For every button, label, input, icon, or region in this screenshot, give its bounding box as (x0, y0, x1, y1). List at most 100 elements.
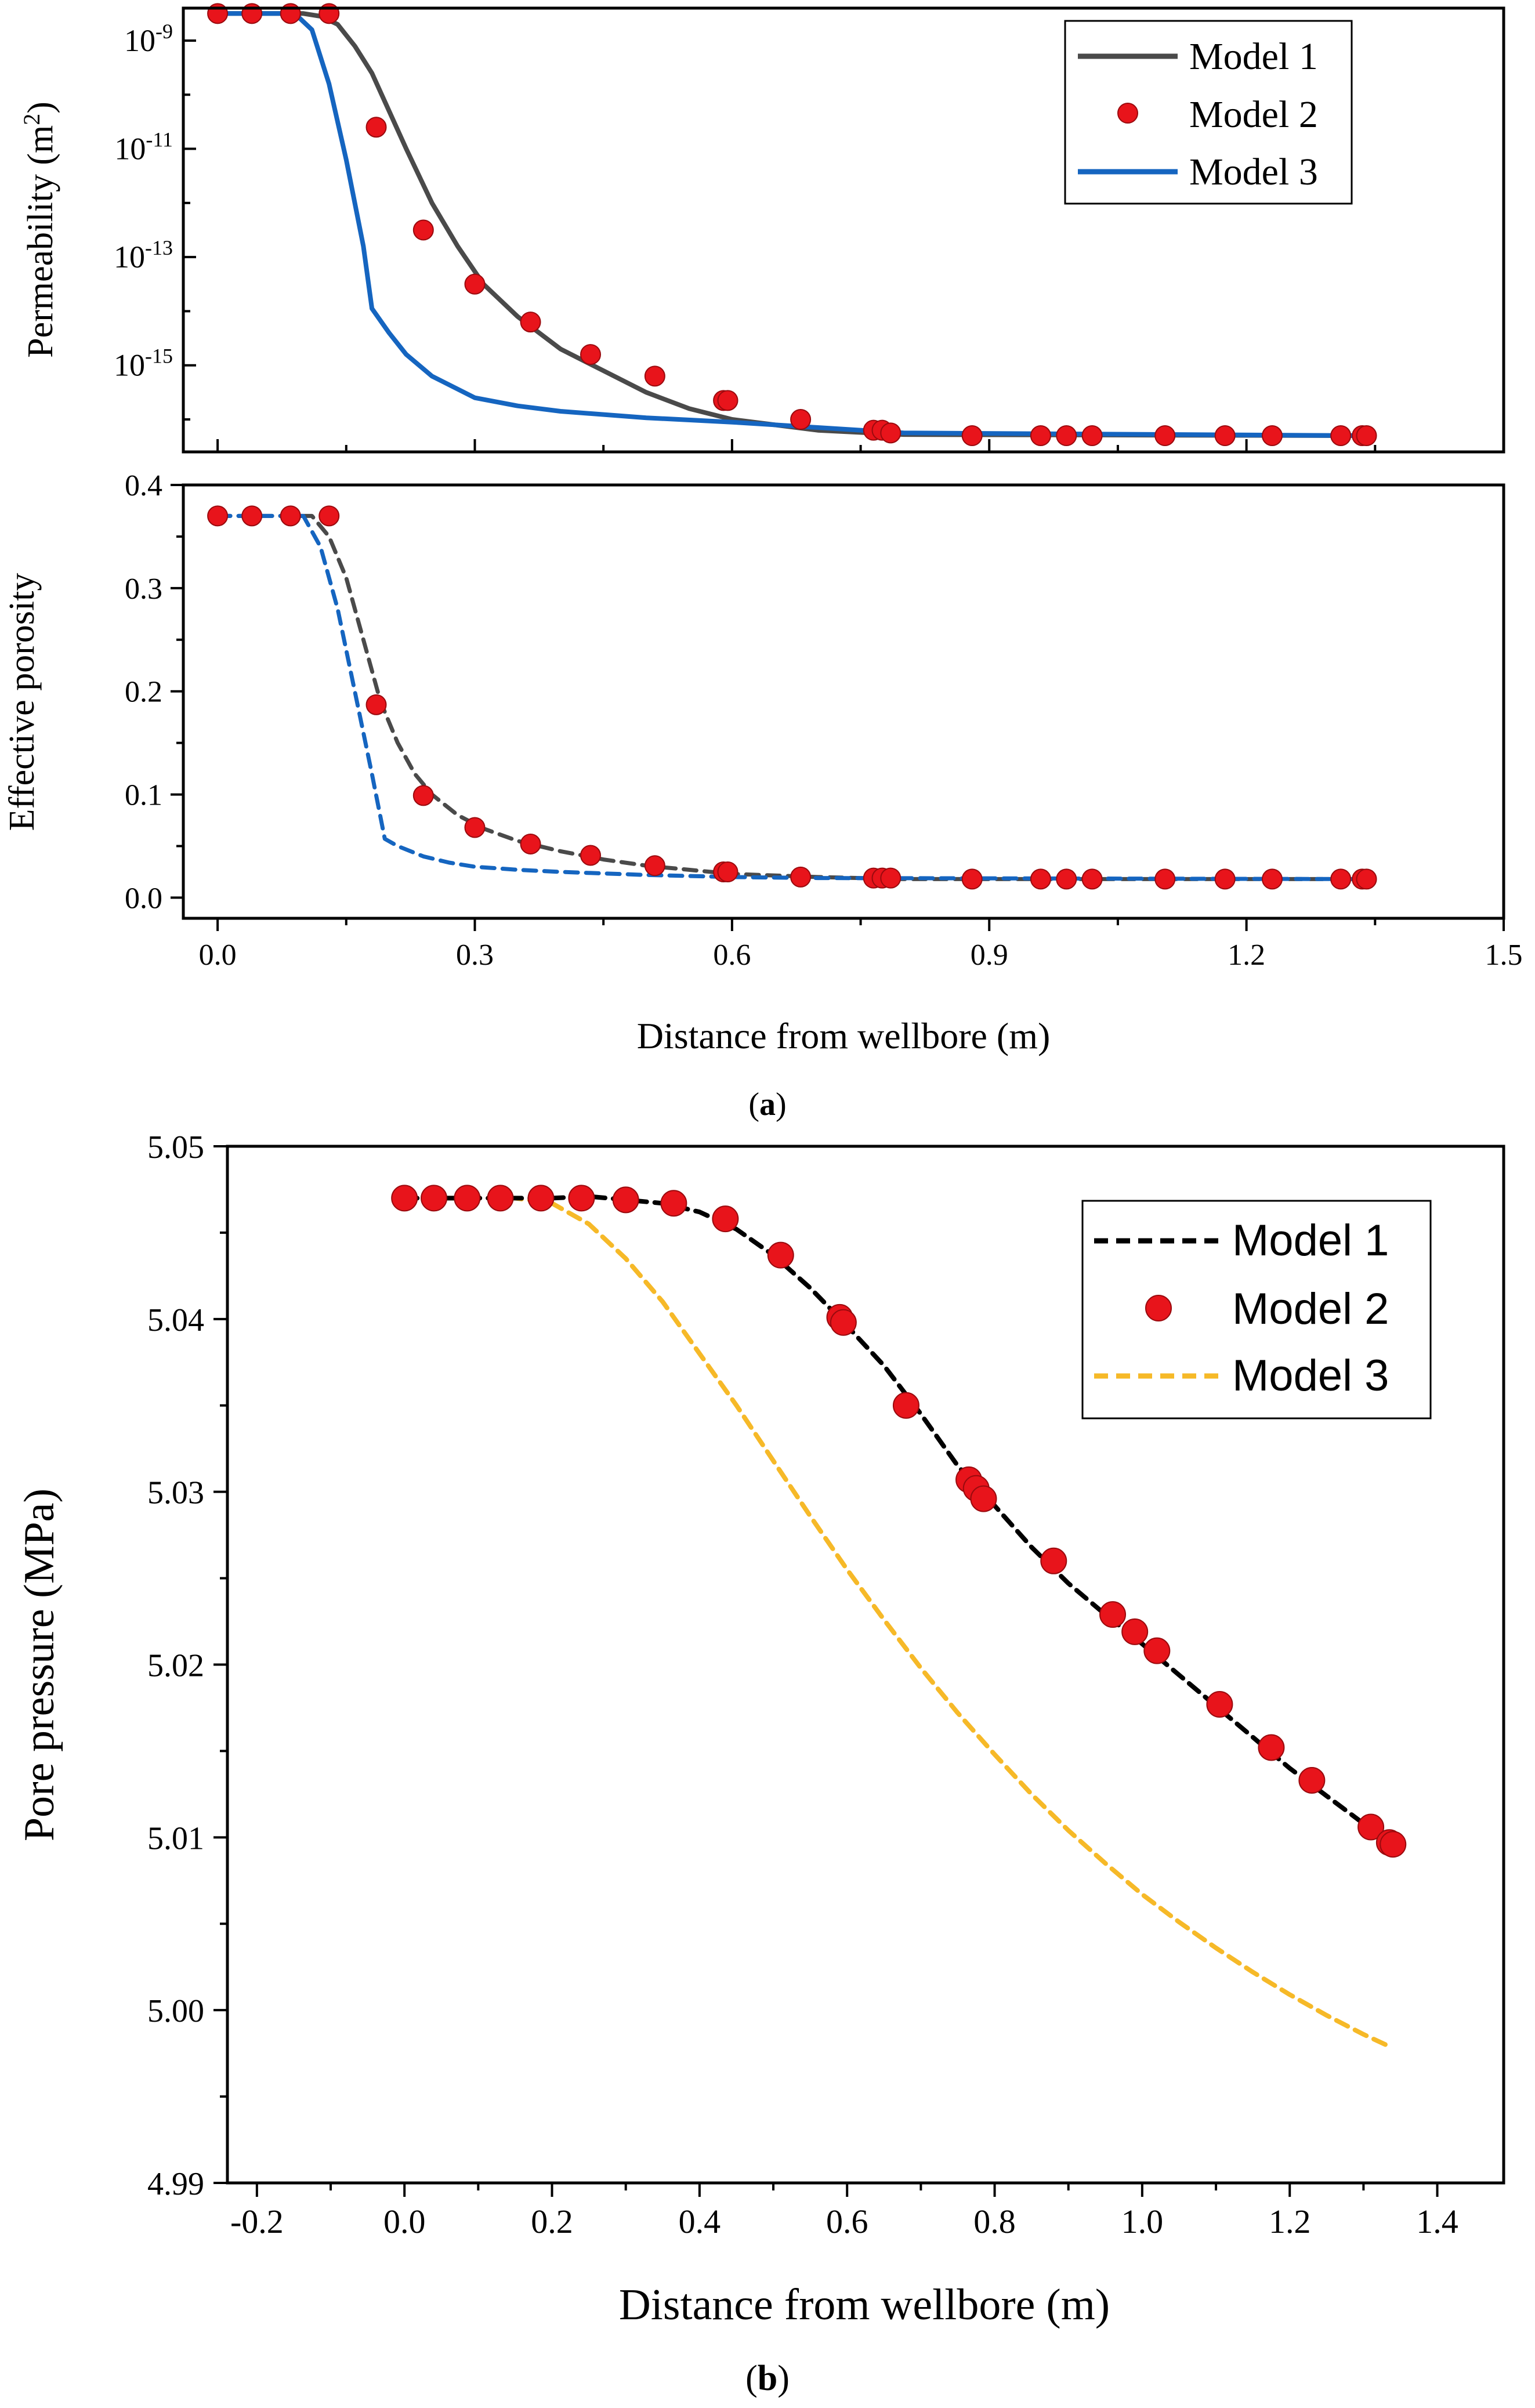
permeability-plot-frame (182, 6, 1505, 454)
permeability-model2-point (1030, 425, 1051, 447)
porosity-y-tick-label: 0.2 (125, 676, 162, 709)
permeability-model2-point (1261, 425, 1283, 447)
pore-pressure-x-tick-label: 1.2 (1269, 2203, 1311, 2240)
pore-pressure-model2-point (1298, 1767, 1326, 1794)
porosity-x-tick-label: 0.9 (971, 939, 1008, 972)
pore-pressure-model2-point (1258, 1734, 1285, 1761)
porosity-y-axis-label: Effective porosity (2, 573, 42, 831)
pore-pressure-model2-point (1040, 1547, 1067, 1574)
legend-b-model1-label: Model 1 (1232, 1216, 1389, 1265)
permeability-model2-point (961, 425, 983, 447)
porosity-y-ticks: 0.0 0.1 0.2 0.3 0.4 (125, 469, 183, 915)
permeability-y-tick-label: 10-11 (114, 128, 173, 166)
porosity-model2-point (880, 867, 902, 889)
permeability-y-tick-label: 10-9 (124, 20, 173, 58)
porosity-model2-point (520, 833, 541, 854)
porosity-y-tick-label: 0.0 (125, 882, 162, 915)
porosity-model2-point (1214, 868, 1236, 890)
legend-b-model3-label: Model 3 (1232, 1351, 1389, 1400)
permeability-model2-point (1356, 425, 1377, 447)
legend-model3-label: Model 3 (1189, 151, 1318, 193)
pore-pressure-plot-area (391, 1185, 1407, 2047)
permeability-model2-point (1330, 425, 1352, 447)
legend-model2-marker (1117, 103, 1138, 124)
porosity-model2-point (241, 505, 263, 527)
pore-pressure-model2-point (527, 1185, 555, 1212)
pore-pressure-x-tick-label: 1.4 (1416, 2203, 1458, 2240)
legend-model2-label: Model 2 (1189, 93, 1318, 136)
porosity-x-tick-label: 1.2 (1228, 939, 1265, 972)
permeability-model2-point (520, 312, 541, 333)
porosity-x-ticks: 0.0 0.3 0.6 0.9 1.2 1.5 (199, 918, 1523, 972)
porosity-model3-line (215, 513, 1369, 881)
permeability-y-axis-label: Permeability (m2) (19, 102, 60, 358)
permeability-model2-point (1056, 425, 1077, 447)
legend-b-model2-marker (1145, 1295, 1172, 1321)
permeability-model2-point (207, 3, 229, 24)
pore-pressure-y-tick-label: 5.04 (147, 1302, 204, 1338)
pore-pressure-x-tick-label: -0.2 (230, 2203, 284, 2240)
pore-pressure-model2-point (421, 1185, 448, 1212)
porosity-y-tick-label: 0.4 (125, 469, 162, 502)
porosity-model1-line (215, 513, 1369, 881)
pore-pressure-y-tick-label: 5.01 (147, 1820, 204, 1856)
porosity-model2-point (318, 505, 340, 527)
permeability-model2-point (1081, 425, 1103, 447)
porosity-model2-point (412, 785, 434, 806)
pore-pressure-x-tick-label: 0.2 (531, 2203, 573, 2240)
pore-pressure-x-ticks: -0.2 0.0 0.2 0.4 0.6 0.8 1.0 1.2 1.4 (230, 2183, 1458, 2240)
pore-pressure-model2-point (612, 1186, 639, 1214)
pore-pressure-model2-point (454, 1185, 481, 1212)
permeability-model2-point (1214, 425, 1236, 447)
legend-model1-label: Model 1 (1189, 35, 1318, 78)
permeability-model2-point (1154, 425, 1176, 447)
pore-pressure-model2-point (830, 1309, 857, 1336)
porosity-chart: 0.0 0.1 0.2 0.3 0.4 0.0 0.3 0.6 0.9 1.2 1.5 Effec… (2, 469, 1523, 1122)
pore-pressure-y-axis-label: Pore pressure (MPa) (16, 1489, 63, 1841)
pore-pressure-y-tick-label: 5.05 (147, 1129, 204, 1165)
porosity-model2-point (280, 505, 301, 527)
pore-pressure-model3-line (402, 1196, 1388, 2047)
permeability-model2-point (365, 117, 387, 138)
legend-b-model2-label: Model 2 (1232, 1284, 1389, 1334)
porosity-model2-point (207, 505, 229, 527)
porosity-x-tick-label: 0.6 (713, 939, 751, 972)
porosity-model2-point (644, 855, 665, 877)
porosity-x-tick-label: 0.0 (199, 939, 237, 972)
permeability-model2-point (880, 422, 902, 444)
porosity-model2-point (1081, 868, 1103, 890)
permeability-model2-point (464, 273, 486, 295)
pore-pressure-model2-point (1357, 1813, 1385, 1841)
pore-pressure-x-tick-label: 0.8 (973, 2203, 1016, 2240)
permeability-plot-area (207, 3, 1377, 447)
pore-pressure-model2-point (660, 1190, 687, 1217)
pore-pressure-x-tick-label: 0.0 (383, 2203, 426, 2240)
permeability-legend: Model 1 Model 2 Model 3 (1064, 20, 1353, 205)
permeability-y-tick-label: 10-13 (114, 236, 173, 274)
pore-pressure-model2-point (1099, 1601, 1127, 1628)
permeability-x-ticks (216, 439, 1505, 452)
pore-pressure-x-tick-label: 0.6 (826, 2203, 868, 2240)
permeability-chart: 10-9 10-11 10-13 10-15 Permeability (m2) Mo… (19, 3, 1505, 454)
porosity-model2-point (580, 845, 602, 866)
panel-b-caption: (b) (745, 2359, 790, 2398)
pore-pressure-model2-point (970, 1485, 997, 1512)
porosity-model2-point (1330, 868, 1352, 890)
porosity-plot-area (207, 505, 1377, 890)
porosity-model2-point (1030, 868, 1051, 890)
pore-pressure-y-tick-label: 5.00 (147, 1993, 204, 2029)
pore-pressure-chart: 4.99 5.00 5.01 5.02 5.03 5.04 5.05 -0.2 0.0 0.2 0… (16, 1129, 1505, 2398)
pore-pressure-y-tick-label: 5.02 (147, 1648, 204, 1684)
pore-pressure-y-ticks: 4.99 5.00 5.01 5.02 5.03 5.04 5.05 (147, 1129, 227, 2202)
porosity-plot-frame (182, 483, 1505, 920)
pore-pressure-model2-point (712, 1205, 739, 1233)
porosity-model2-point (717, 861, 738, 882)
pore-pressure-legend: Model 1 Model 2 Model 3 (1081, 1200, 1432, 1420)
pore-pressure-x-tick-label: 1.0 (1121, 2203, 1164, 2240)
panel-a-x-axis-label: Distance from wellbore (m) (637, 1015, 1051, 1056)
porosity-model2-point (365, 694, 387, 715)
porosity-model2-point (1356, 868, 1377, 890)
porosity-model2-point (1261, 868, 1283, 890)
pore-pressure-model2-point (892, 1392, 919, 1419)
